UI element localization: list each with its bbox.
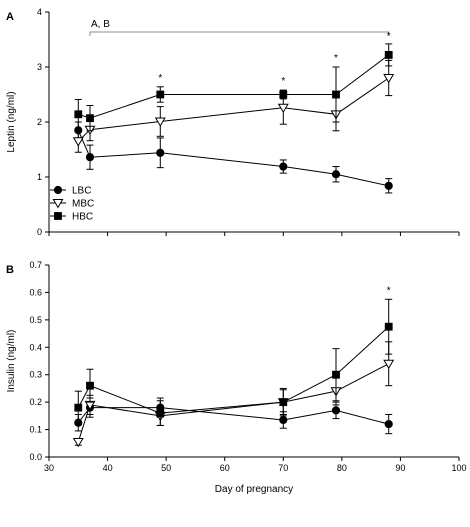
data-point [279,415,288,425]
data-point [383,359,395,370]
legend-entry: LBC [72,186,91,197]
data-point [279,398,288,407]
x-tick-label: 40 [103,463,113,473]
y-tick-label: 0.3 [29,370,42,380]
x-tick-label: 90 [395,463,405,473]
series-mbc [72,59,395,153]
y-tick-label: 1 [37,172,42,182]
data-point [72,437,84,448]
legend-entry: MBC [72,199,94,210]
panel-b: B 0.0 0.1 0.2 0.3 0.4 0.5 0.6 0.7 30 40 50 60 70 80 90 1… [6,260,467,495]
significance-asterisk: * [281,76,285,87]
significance-bracket [89,31,390,36]
y-tick-label: 0.7 [29,260,42,270]
x-tick-label: 60 [220,463,230,473]
bracket-label: A, B [91,19,110,30]
x-tick-label: 80 [337,463,347,473]
data-point [331,406,341,415]
series-line [78,54,390,119]
y-tick-label: 0.2 [29,397,42,407]
x-tick-label: 30 [44,463,54,473]
y-tick-label: 0 [37,227,42,237]
significance-asterisk: * [158,73,162,84]
data-point [86,114,94,123]
data-point [156,90,165,99]
data-point [72,137,84,147]
series-line [77,77,389,142]
data-point [85,153,95,162]
y-tick-label: 0.4 [29,342,42,352]
data-point [384,51,393,59]
legend-marker [53,185,63,195]
data-point [156,409,165,418]
series-mbc [72,341,395,448]
data-point [331,170,341,179]
data-point [332,370,340,379]
y-tick-label: 0.1 [29,425,42,435]
x-tick-label: 70 [278,463,288,473]
legend: LBC MBC HBC [50,186,94,223]
y-tick-label: 3 [37,62,42,72]
significance-asterisk: * [334,53,338,64]
y-tick-label: 4 [37,7,42,17]
panel-label: A [6,11,14,23]
series-line [77,130,389,187]
x-tick-label: 100 [451,463,466,473]
panel-a: A 0 1 2 3 4 Leptin (ng/ml) A, B * * * * LBC MBC HBC [6,7,460,237]
data-point [383,74,395,84]
data-point [332,90,340,99]
x-axis-label: Day of pregnancy [215,484,293,495]
legend-marker [52,199,64,209]
series-lbc [74,121,393,194]
data-point [156,148,165,157]
data-point [74,110,83,119]
series-hbc [74,43,393,132]
y-tick-label: 0.0 [29,452,42,462]
y-tick-label: 2 [37,117,42,127]
data-point [279,90,288,99]
series-hbc [74,298,393,426]
data-point [384,322,393,331]
series-line [77,326,390,414]
y-tick-label: 0.6 [29,287,42,297]
legend-marker [54,212,62,220]
data-point [86,381,94,390]
data-point [384,419,393,429]
data-point [154,117,166,127]
data-point [277,103,289,114]
panel-label: B [6,264,14,276]
significance-asterisk: * [387,31,391,42]
data-point [74,403,83,412]
data-point [279,162,288,171]
y-axis-label: Leptin (ng/ml) [6,91,17,152]
significance-asterisk: * [387,285,391,296]
series-lbc [74,397,393,435]
y-tick-label: 0.5 [29,315,42,325]
data-point [384,181,393,190]
series-line [77,363,389,443]
legend-entry: HBC [72,212,93,223]
y-axis-label: Insulin (ng/ml) [6,330,17,393]
x-tick-label: 50 [161,463,171,473]
